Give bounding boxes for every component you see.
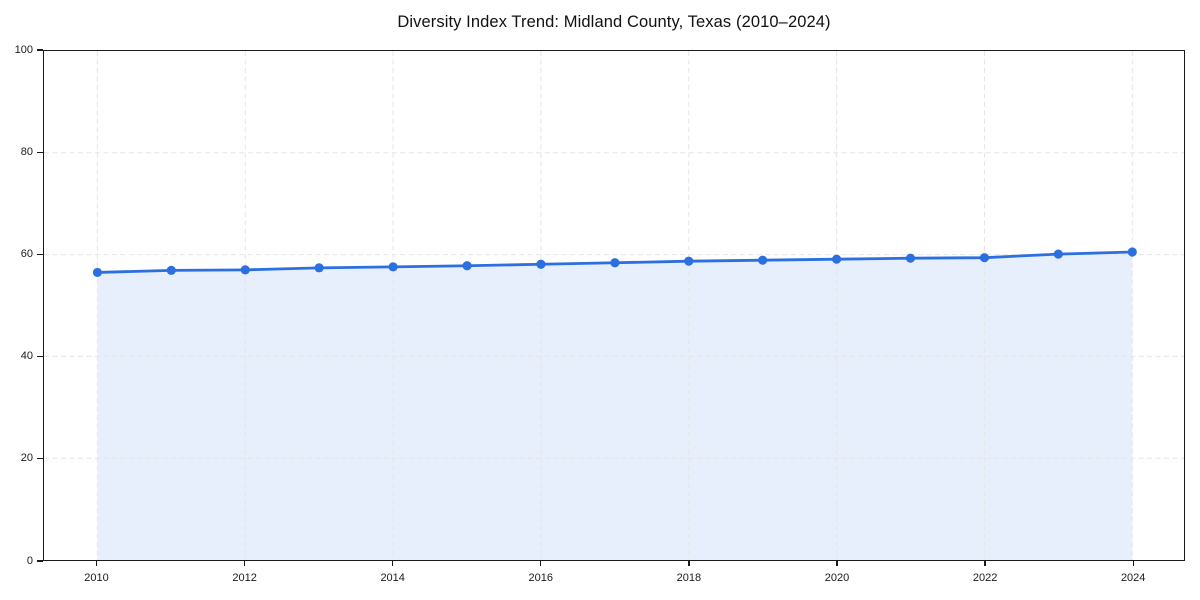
data-point-marker xyxy=(979,253,990,263)
data-point-marker xyxy=(388,262,398,272)
data-point-marker xyxy=(166,265,176,275)
data-point-marker xyxy=(536,259,546,269)
data-point-marker xyxy=(462,261,472,271)
x-tick-label: 2024 xyxy=(1120,572,1146,584)
x-tick-label: 2018 xyxy=(676,572,702,584)
data-point-marker xyxy=(1053,249,1063,259)
y-tick-mark xyxy=(37,49,43,51)
plot-area xyxy=(43,50,1185,561)
data-point-marker xyxy=(92,267,102,278)
data-point-marker xyxy=(240,265,250,275)
y-tick-mark xyxy=(37,458,43,460)
x-tick-mark xyxy=(392,560,394,566)
y-tick-mark xyxy=(37,560,43,562)
data-point-marker xyxy=(905,253,916,263)
x-tick-mark xyxy=(1132,560,1134,566)
y-tick-mark xyxy=(37,253,43,256)
area-fill xyxy=(97,252,1133,560)
data-point-marker xyxy=(610,258,620,268)
x-tick-label: 2010 xyxy=(84,572,109,584)
x-tick-label: 2020 xyxy=(824,572,850,584)
x-tick-mark xyxy=(243,560,246,566)
data-point-marker xyxy=(758,255,768,265)
x-tick-mark xyxy=(540,560,542,566)
x-tick-mark xyxy=(95,560,98,566)
data-point-marker xyxy=(1127,247,1137,257)
y-tick-label: 80 xyxy=(20,145,33,158)
plot-svg xyxy=(44,51,1184,560)
y-tick-label: 20 xyxy=(20,452,33,465)
data-point-marker xyxy=(832,254,842,264)
x-tick-mark xyxy=(688,560,690,566)
y-tick-mark xyxy=(37,151,43,153)
data-point-marker xyxy=(684,256,694,266)
x-tick-label: 2012 xyxy=(232,572,257,584)
y-tick-mark xyxy=(37,355,43,358)
x-tick-label: 2022 xyxy=(972,572,998,584)
data-point-marker xyxy=(314,263,324,273)
x-tick-label: 2014 xyxy=(380,572,405,584)
y-tick-label: 100 xyxy=(14,43,33,56)
chart-title: Diversity Index Trend: Midland County, T… xyxy=(397,13,831,31)
x-tick-label: 2016 xyxy=(528,572,554,584)
x-tick-mark xyxy=(984,560,986,566)
y-tick-label: 60 xyxy=(20,247,33,260)
y-tick-label: 40 xyxy=(20,350,33,363)
x-tick-mark xyxy=(836,560,838,566)
y-tick-label: 0 xyxy=(26,554,33,567)
